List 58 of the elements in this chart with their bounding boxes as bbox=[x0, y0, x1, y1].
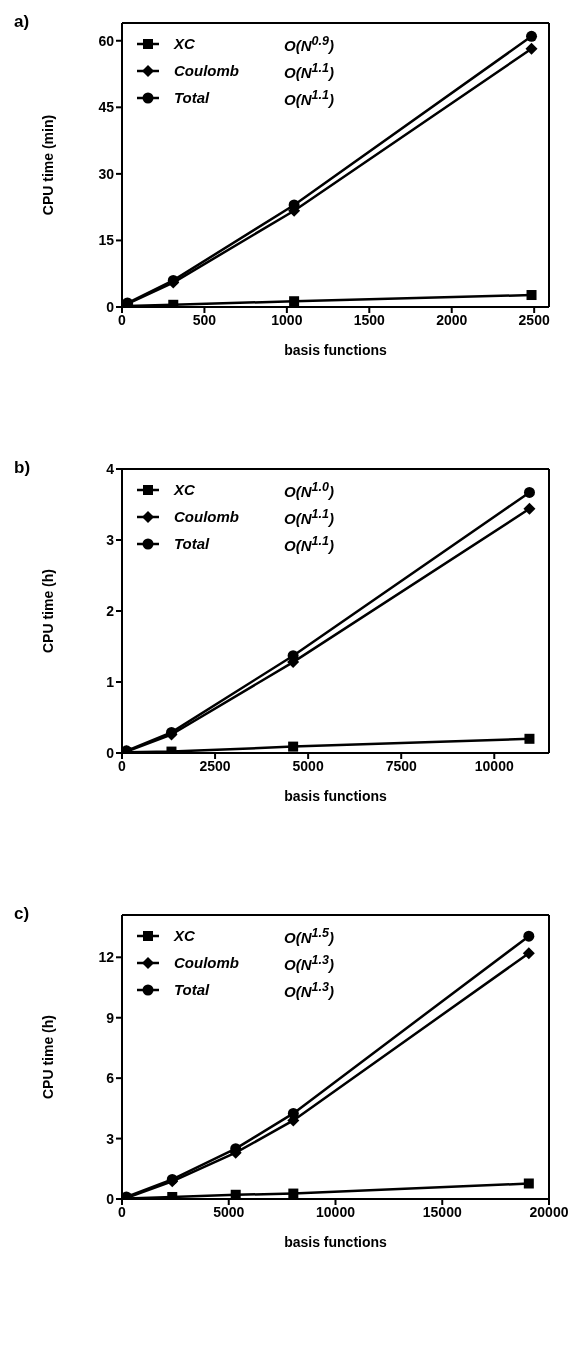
annotation: O(N$^{0.9}$) bbox=[284, 33, 334, 54]
y-tick-label: 1 bbox=[106, 673, 115, 690]
x-tick-label: 0 bbox=[118, 1203, 127, 1220]
x-tick-label: 10000 bbox=[474, 757, 514, 774]
legend-label: XC bbox=[174, 481, 196, 498]
y-axis-title: CPU time (h) bbox=[39, 569, 56, 653]
x-tick-label: 1500 bbox=[353, 311, 386, 328]
x-tick-label: 500 bbox=[192, 311, 217, 328]
y-tick-label: 45 bbox=[98, 99, 115, 116]
y-tick-label: 15 bbox=[98, 232, 115, 249]
y-axis-title: CPU time (min) bbox=[39, 114, 56, 216]
y-tick-label: 30 bbox=[98, 165, 115, 182]
y-tick-label: 6 bbox=[106, 1070, 115, 1087]
annotation: O(N$^{1.0}$) bbox=[284, 479, 334, 500]
chart-title: b) bbox=[14, 458, 31, 478]
x-tick-label: 20000 bbox=[529, 1203, 569, 1220]
legend-label: XC bbox=[174, 35, 196, 52]
annotation: O(N$^{1.1}$) bbox=[284, 533, 334, 554]
legend-label: XC bbox=[174, 927, 196, 944]
x-axis-title: basis functions bbox=[284, 1234, 388, 1250]
x-tick-label: 2500 bbox=[199, 757, 231, 774]
x-tick-label: 0 bbox=[118, 311, 127, 328]
y-tick-label: 4 bbox=[106, 460, 115, 477]
chart-title: c) bbox=[14, 904, 30, 924]
x-tick-label: 2000 bbox=[436, 311, 468, 328]
legend-label: Total bbox=[174, 535, 211, 552]
x-tick-label: 5000 bbox=[213, 1203, 245, 1220]
legend-label: Total bbox=[174, 89, 211, 106]
y-tick-label: 60 bbox=[98, 32, 115, 49]
y-tick-label: 0 bbox=[106, 298, 115, 315]
y-tick-label: 12 bbox=[98, 949, 115, 966]
annotation: O(N$^{1.3}$) bbox=[284, 979, 334, 1000]
x-tick-label: 7500 bbox=[385, 757, 417, 774]
y-axis-title: CPU time (h) bbox=[39, 1015, 56, 1099]
legend-label: Coulomb bbox=[174, 954, 240, 971]
x-tick-label: 1000 bbox=[271, 311, 303, 328]
annotation: O(N$^{1.5}$) bbox=[284, 925, 334, 946]
x-tick-label: 15000 bbox=[422, 1203, 462, 1220]
annotation: O(N$^{1.1}$) bbox=[284, 506, 334, 527]
x-tick-label: 10000 bbox=[316, 1203, 356, 1220]
y-tick-label: 0 bbox=[106, 1190, 115, 1207]
x-axis-title: basis functions bbox=[284, 342, 388, 358]
y-tick-label: 3 bbox=[106, 1130, 115, 1147]
x-tick-label: 2500 bbox=[518, 311, 550, 328]
y-tick-label: 9 bbox=[106, 1009, 115, 1026]
annotation: O(N$^{1.3}$) bbox=[284, 952, 334, 973]
chart-title: a) bbox=[14, 12, 30, 32]
x-axis-title: basis functions bbox=[284, 788, 388, 804]
annotation: O(N$^{1.1}$) bbox=[284, 87, 334, 108]
annotation: O(N$^{1.1}$) bbox=[284, 60, 334, 81]
x-tick-label: 0 bbox=[118, 757, 127, 774]
y-tick-label: 2 bbox=[106, 602, 115, 619]
legend-label: Coulomb bbox=[174, 62, 240, 79]
legend-label: Coulomb bbox=[174, 508, 240, 525]
y-tick-label: 3 bbox=[106, 531, 115, 548]
x-tick-label: 5000 bbox=[292, 757, 324, 774]
legend-label: Total bbox=[174, 981, 211, 998]
y-tick-label: 0 bbox=[106, 744, 115, 761]
